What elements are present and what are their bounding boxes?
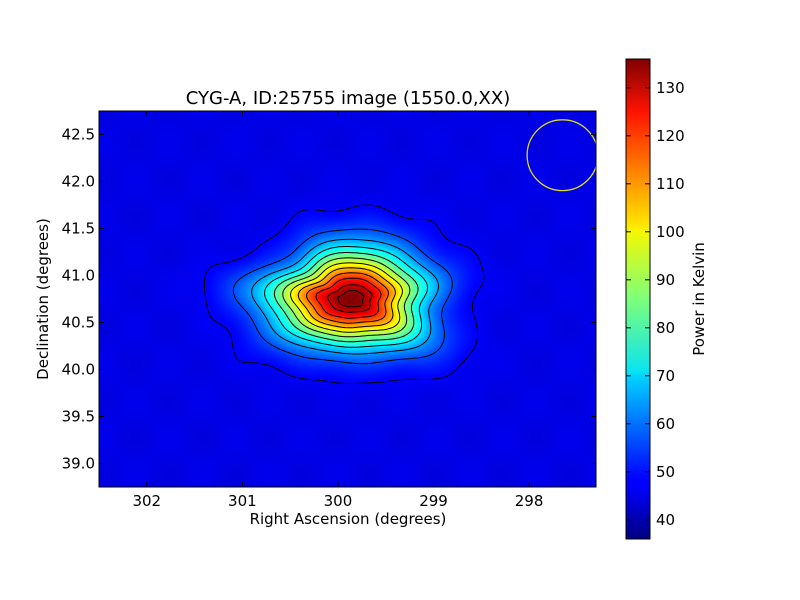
contour-level-9 — [306, 272, 389, 324]
colorbar-tick-label-40: 40 — [656, 511, 675, 529]
plot-area — [98, 110, 597, 488]
x-axis-label: Right Ascension (degrees) — [250, 510, 447, 528]
y-tick-label-40.5: 40.5 — [62, 314, 95, 332]
x-tick-label-301: 301 — [228, 492, 257, 510]
colorbar-tick-label-50: 50 — [656, 463, 675, 481]
contour-level-1 — [203, 204, 485, 384]
y-tick-label-40.0: 40.0 — [62, 361, 95, 379]
x-tick-label-299: 299 — [419, 492, 448, 510]
x-axis-ticks: 302 301 300 299 298 — [132, 111, 543, 510]
plot-frame — [98, 110, 597, 488]
beam-circle — [526, 119, 596, 192]
contour-level-10 — [315, 277, 382, 319]
y-tick-label-41.5: 41.5 — [62, 220, 95, 238]
contour-level-8 — [297, 267, 396, 329]
contour-lines — [203, 204, 485, 384]
y-tick-label-42.0: 42.0 — [62, 173, 95, 191]
contour-level-5 — [273, 252, 419, 343]
colorbar-tick-label-130: 130 — [656, 79, 685, 97]
contour-level-11 — [326, 284, 373, 313]
colorbar-frame — [625, 58, 651, 540]
contour-level-12 — [337, 290, 365, 308]
colorbar-tick-label-110: 110 — [656, 175, 685, 193]
x-tick-label-302: 302 — [132, 492, 161, 510]
x-tick-label-300: 300 — [324, 492, 353, 510]
y-tick-label-39.0: 39.0 — [62, 455, 95, 473]
colorbar-tick-label-70: 70 — [656, 367, 675, 385]
colorbar-ticks: 40 50 60 70 80 90 100 110 120 130 — [626, 79, 685, 529]
y-tick-label-42.5: 42.5 — [62, 126, 95, 144]
colorbar-gradient — [626, 59, 650, 539]
colorbar-tick-label-60: 60 — [656, 415, 675, 433]
colorbar-label: Power in Kelvin — [690, 242, 708, 356]
contour-level-4 — [264, 246, 429, 348]
y-axis-ticks: 39.0 39.5 40.0 40.5 41.0 41.5 42.0 42.5 — [62, 126, 596, 473]
contour-level-3 — [251, 238, 439, 355]
y-axis-label: Declination (degrees) — [34, 218, 52, 380]
y-tick-label-39.5: 39.5 — [62, 408, 95, 426]
contour-level-6 — [282, 257, 411, 338]
colorbar-tick-label-120: 120 — [656, 127, 685, 145]
contour-level-2 — [232, 228, 453, 365]
colorbar-tick-label-80: 80 — [656, 319, 675, 337]
colorbar-tick-label-100: 100 — [656, 223, 685, 241]
colorbar-tick-label-90: 90 — [656, 271, 675, 289]
chart-title: CYG-A, ID:25755 image (1550.0,XX) — [186, 88, 510, 109]
y-tick-label-41.0: 41.0 — [62, 267, 95, 285]
colorbar: 40 50 60 70 80 90 100 110 120 130 Power in Kelvin — [625, 58, 708, 540]
contour-level-7 — [290, 262, 403, 333]
x-tick-label-298: 298 — [515, 492, 544, 510]
heatmap-image — [99, 111, 596, 487]
